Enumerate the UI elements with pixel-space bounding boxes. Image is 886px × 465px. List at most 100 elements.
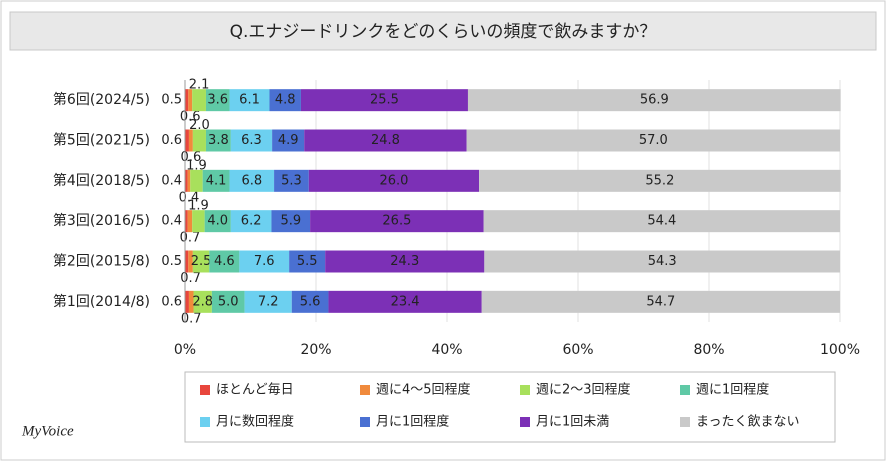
bar-segment xyxy=(187,210,193,233)
bar-segment xyxy=(230,210,272,233)
bar-segment xyxy=(188,290,194,313)
value-label: 54.4 xyxy=(647,214,676,229)
x-tick-label: 60% xyxy=(562,342,593,358)
value-label: 2.1 xyxy=(189,78,210,93)
value-label: 0.7 xyxy=(181,311,202,326)
bar-segment xyxy=(185,250,189,273)
x-tick-label: 100% xyxy=(820,342,860,358)
value-label: 6.3 xyxy=(241,133,262,148)
value-label: 2.0 xyxy=(189,118,210,133)
value-label: 4.1 xyxy=(206,173,227,188)
value-label: 5.5 xyxy=(297,254,318,269)
y-tick-label: 第4回(2018/5) xyxy=(53,172,150,189)
legend-label: まったく飲まない xyxy=(696,414,799,430)
x-tick-label: 0% xyxy=(174,342,196,358)
legend-swatch xyxy=(680,385,690,395)
bar-segment xyxy=(185,290,189,313)
value-label: 4.0 xyxy=(207,214,228,229)
bar-segment xyxy=(300,89,468,112)
value-label: 0.6 xyxy=(181,150,202,165)
bar-segment xyxy=(192,250,210,273)
value-label: 5.6 xyxy=(300,294,321,309)
value-label: 24.3 xyxy=(390,254,419,269)
value-label: 5.0 xyxy=(218,294,239,309)
bar-segment xyxy=(205,129,231,152)
value-label: 2.5 xyxy=(191,254,212,269)
bar-segment xyxy=(185,210,188,233)
value-label: 4.8 xyxy=(275,93,296,108)
legend-swatch xyxy=(520,385,530,395)
value-label: 54.7 xyxy=(646,294,675,309)
y-tick-label: 第6回(2024/5) xyxy=(53,91,150,108)
value-label: 25.5 xyxy=(370,93,399,108)
title-band xyxy=(9,11,877,51)
value-label: 0.4 xyxy=(179,190,200,205)
value-label: 0.7 xyxy=(180,231,201,246)
bar-segment xyxy=(484,250,840,273)
legend-box xyxy=(184,371,836,443)
bar-segment xyxy=(185,129,189,152)
value-label: 1.9 xyxy=(186,158,207,173)
value-label: 1.9 xyxy=(188,199,209,214)
value-label: 26.0 xyxy=(379,173,408,188)
y-tick-label: 第3回(2016/5) xyxy=(53,212,150,229)
legend-swatch xyxy=(200,385,210,395)
bar-segment xyxy=(211,290,245,313)
legend-swatch xyxy=(200,417,210,427)
value-label: 4.6 xyxy=(214,254,235,269)
value-label: 5.3 xyxy=(281,173,302,188)
value-label: 3.6 xyxy=(207,93,228,108)
bar-segment xyxy=(274,169,309,192)
value-label: 6.2 xyxy=(241,214,262,229)
legend-label: 月に1回未満 xyxy=(536,415,609,430)
x-tick-label: 80% xyxy=(693,342,724,358)
bar-segment xyxy=(483,210,840,233)
value-label: 55.2 xyxy=(645,173,674,188)
bar-segment xyxy=(185,89,189,112)
bar-segment xyxy=(192,129,206,152)
bar-segment xyxy=(481,290,840,313)
value-label: 0.6 xyxy=(161,294,182,309)
legend-label: 月に数回程度 xyxy=(216,414,294,430)
bar-segment xyxy=(229,169,275,192)
bar-segment xyxy=(187,169,191,192)
legend-label: 月に1回程度 xyxy=(376,414,449,430)
value-label: 2.8 xyxy=(192,294,213,309)
legend-swatch xyxy=(360,417,370,427)
legend-label: ほとんど毎日 xyxy=(216,382,294,398)
value-label: 4.9 xyxy=(278,133,299,148)
bar-segment xyxy=(269,89,301,112)
bar-segment xyxy=(192,89,206,112)
value-label: 0.5 xyxy=(161,93,182,108)
value-label: 6.1 xyxy=(239,93,260,108)
bar-segment xyxy=(209,250,240,273)
y-tick-label: 第5回(2021/5) xyxy=(53,132,150,149)
bar-segment xyxy=(239,250,290,273)
bar-segment xyxy=(310,210,484,233)
value-label: 54.3 xyxy=(648,254,677,269)
bar-segment xyxy=(304,129,467,152)
bar-segment xyxy=(291,290,329,313)
value-label: 7.2 xyxy=(258,294,279,309)
value-label: 0.6 xyxy=(161,133,182,148)
value-label: 56.9 xyxy=(640,93,669,108)
bar-segment xyxy=(325,250,485,273)
bar-segment xyxy=(466,129,840,152)
y-tick-label: 第1回(2014/8) xyxy=(53,293,150,310)
bar-segment xyxy=(467,89,841,112)
bar-segment xyxy=(192,210,205,233)
bar-segment xyxy=(188,129,193,152)
bar-segment xyxy=(202,169,230,192)
bar-segment xyxy=(193,290,212,313)
legend-label: 週に1回程度 xyxy=(696,382,769,398)
bar-segment xyxy=(272,129,305,152)
value-label: 0.5 xyxy=(161,254,182,269)
value-label: 24.8 xyxy=(371,133,400,148)
y-tick-label: 第2回(2015/8) xyxy=(53,253,150,270)
value-label: 6.8 xyxy=(241,173,262,188)
bar-segment xyxy=(289,250,326,273)
value-label: 57.0 xyxy=(639,133,668,148)
bar-segment xyxy=(229,89,270,112)
legend-swatch xyxy=(680,417,690,427)
